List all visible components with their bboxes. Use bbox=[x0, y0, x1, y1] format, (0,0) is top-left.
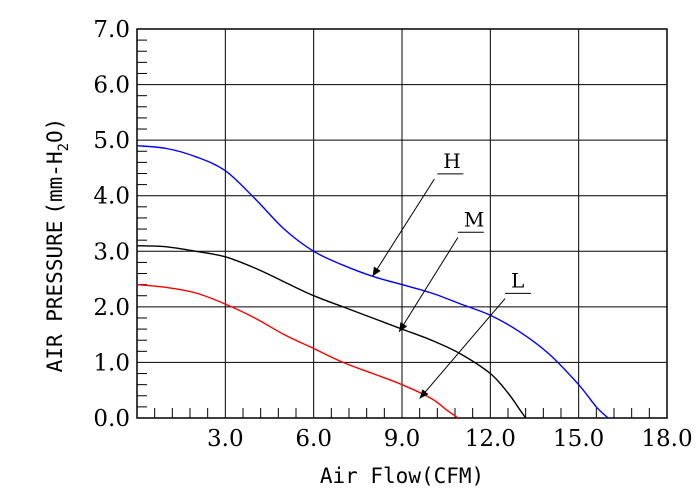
series-m-label: M bbox=[464, 207, 484, 231]
annotation-layer: H M L bbox=[372, 149, 531, 399]
y-axis-title: AIR PRESSURE (mm-H2O) bbox=[43, 118, 72, 373]
y-tick-label: 5.0 bbox=[93, 128, 130, 154]
plot-frame bbox=[136, 28, 668, 419]
y-tick-labels: 0.0 1.0 2.0 3.0 4.0 5.0 6.0 7.0 bbox=[93, 17, 130, 432]
x-tick-labels: 3.0 6.0 9.0 12.0 15.0 18.0 bbox=[207, 426, 693, 452]
x-tick-label: 9.0 bbox=[384, 426, 421, 452]
y-tick-label: 2.0 bbox=[93, 295, 130, 321]
y-axis-title-main: AIR PRESSURE bbox=[43, 221, 67, 373]
y-tick-label: 6.0 bbox=[93, 73, 130, 99]
series-l-line bbox=[136, 283, 459, 419]
series-layer bbox=[136, 145, 609, 419]
minor-ticks bbox=[137, 39, 650, 418]
y-tick-label: 0.0 bbox=[93, 406, 130, 432]
series-l-leader-arrow bbox=[419, 298, 506, 399]
y-tick-label: 4.0 bbox=[93, 184, 130, 210]
series-h-leader-arrow bbox=[372, 178, 435, 277]
y-axis-title-unit: (mm-H bbox=[43, 151, 67, 214]
series-h-line bbox=[136, 145, 609, 419]
y-tick-label: 3.0 bbox=[93, 239, 130, 265]
x-tick-label: 3.0 bbox=[207, 426, 244, 452]
y-axis-title-subscript: 2 bbox=[56, 143, 72, 151]
major-gridlines bbox=[137, 29, 667, 418]
y-tick-label: 1.0 bbox=[93, 350, 130, 376]
series-h-label: H bbox=[443, 149, 460, 173]
x-axis-title: Air Flow(CFM) bbox=[320, 464, 484, 488]
svg-text:AIR PRESSURE(mm-H2O): AIR PRESSURE (mm-H2O) bbox=[43, 118, 72, 373]
series-m-leader-arrow bbox=[398, 237, 459, 333]
y-tick-label: 7.0 bbox=[93, 17, 130, 43]
series-l-label: L bbox=[511, 268, 524, 292]
x-tick-label: 18.0 bbox=[641, 426, 692, 452]
x-tick-label: 12.0 bbox=[465, 426, 516, 452]
x-tick-label: 15.0 bbox=[553, 426, 604, 452]
x-tick-label: 6.0 bbox=[295, 426, 332, 452]
series-m-line bbox=[136, 245, 527, 419]
y-axis-title-unit-end: O) bbox=[43, 118, 67, 143]
